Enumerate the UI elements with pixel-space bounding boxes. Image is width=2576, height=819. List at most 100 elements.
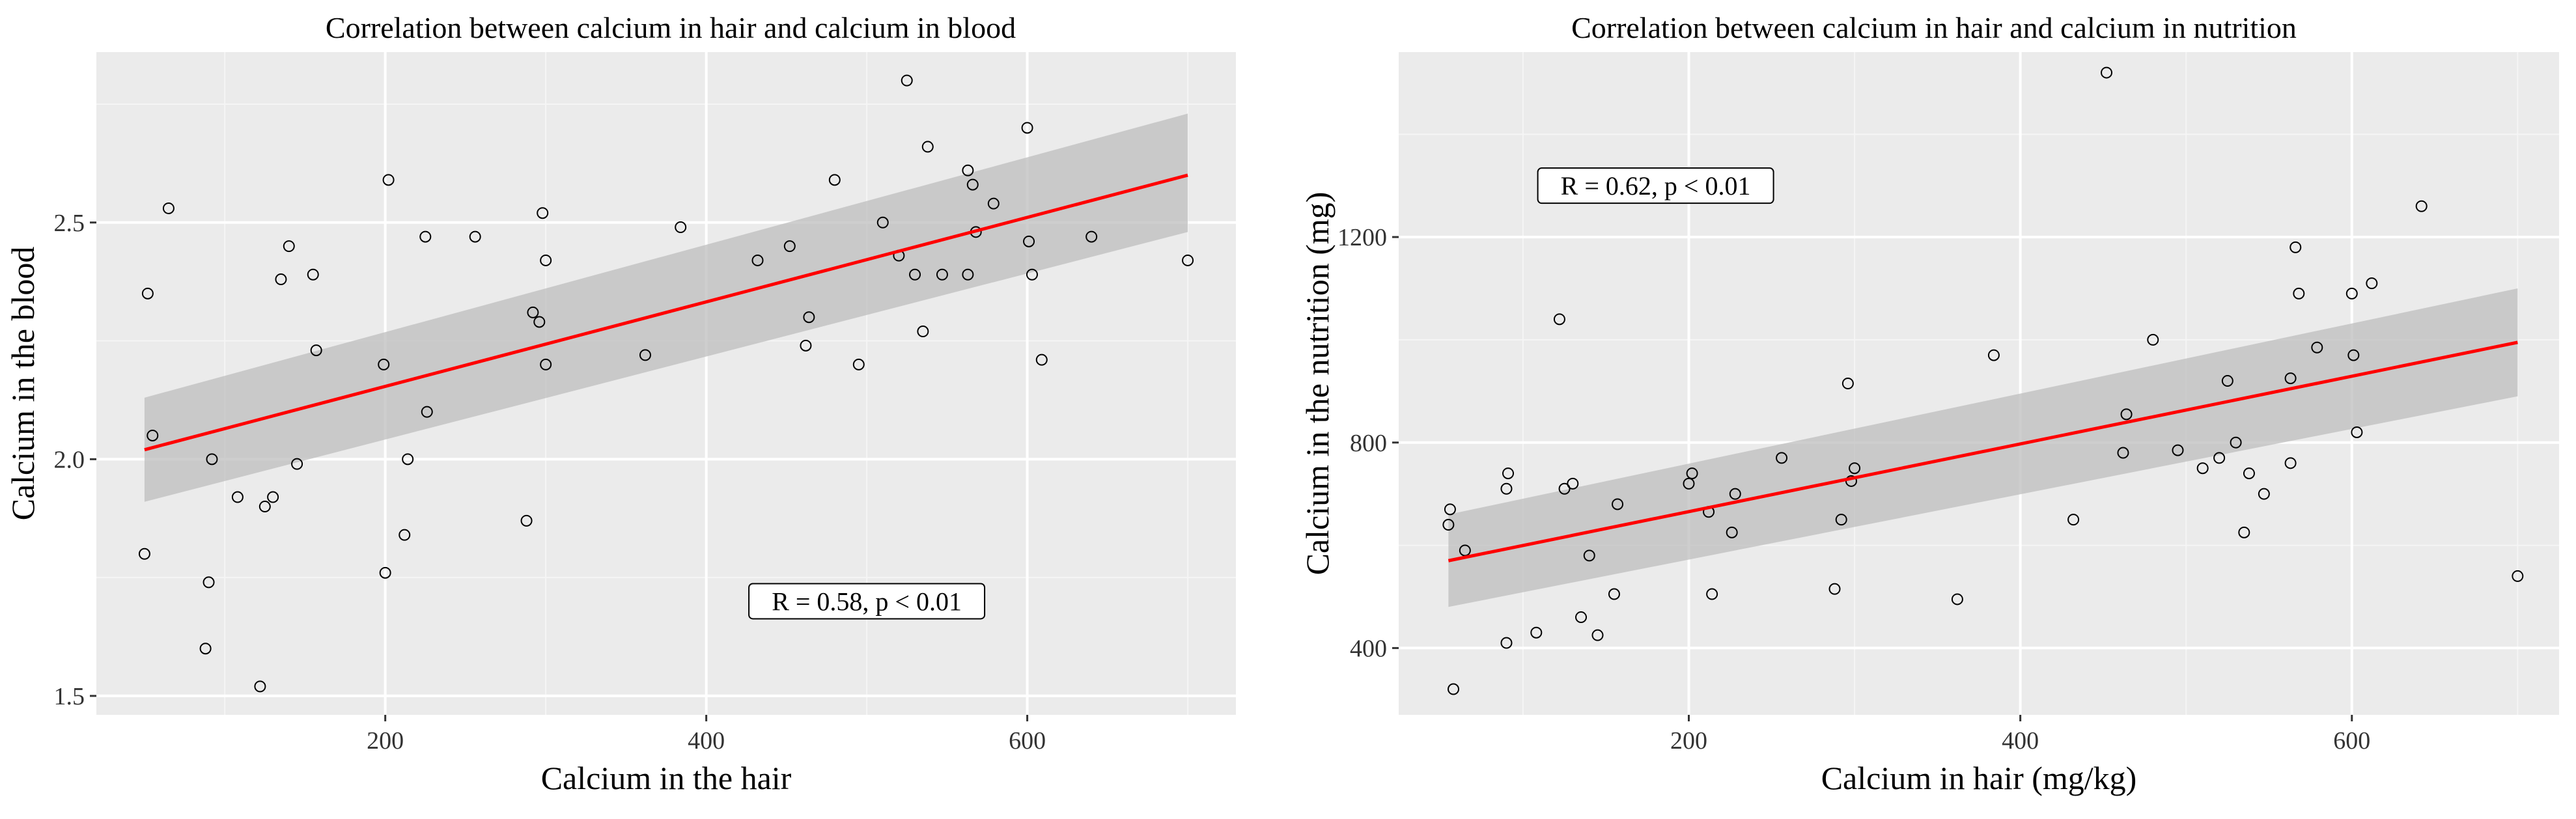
- data-point: [399, 529, 411, 541]
- chart-hair-vs-nutrition: 200 400 600 400 800 1200 Correlation between c…: [1299, 11, 2559, 796]
- data-point: [1729, 488, 1741, 500]
- data-point: [675, 221, 687, 234]
- data-point: [2147, 333, 2159, 346]
- data-point: [469, 230, 481, 243]
- annotation-text: R = 0.58, p < 0.01: [772, 587, 962, 616]
- data-point: [1706, 588, 1718, 600]
- data-point: [783, 240, 796, 253]
- data-point: [1951, 593, 1963, 605]
- data-point: [2347, 349, 2360, 361]
- data-point: [2101, 66, 2113, 79]
- data-point: [2512, 570, 2524, 582]
- data-point: [1444, 503, 1456, 516]
- y-tick-label: 2.5: [54, 210, 85, 237]
- data-point: [1502, 467, 1515, 480]
- data-point: [254, 680, 266, 693]
- data-point: [1591, 629, 1604, 641]
- data-point: [1500, 482, 1513, 495]
- data-point: [2366, 277, 2378, 290]
- data-point: [2213, 452, 2226, 464]
- data-point: [1567, 477, 1579, 490]
- data-point: [402, 453, 414, 465]
- x-axis-title: Calcium in hair (mg/kg): [1821, 760, 2137, 796]
- y-tick-label: 1.5: [54, 683, 85, 710]
- data-point: [1828, 583, 1841, 595]
- data-point: [803, 311, 815, 324]
- data-point: [138, 548, 150, 560]
- data-point: [1553, 313, 1565, 326]
- chart-hair-vs-blood: 200 400 600 1.5 2.0 2.5 Correlation between ca…: [5, 11, 1236, 796]
- data-point: [1035, 354, 1048, 366]
- data-point: [2289, 241, 2302, 253]
- data-point: [533, 316, 546, 328]
- data-point: [751, 254, 764, 266]
- x-axis-title: Calcium in the hair: [541, 760, 792, 796]
- data-point: [1530, 626, 1543, 639]
- data-point: [267, 491, 279, 503]
- data-point: [1841, 378, 1854, 389]
- data-point: [527, 306, 539, 318]
- data-point: [1442, 519, 1455, 531]
- data-point: [852, 358, 865, 370]
- confidence-band: [1448, 288, 2518, 607]
- data-point: [231, 491, 244, 503]
- data-point: [147, 429, 159, 441]
- data-point: [1500, 637, 1513, 649]
- data-point: [962, 268, 974, 281]
- regression-line: [144, 173, 1188, 452]
- data-point: [876, 216, 889, 229]
- data-point: [141, 287, 154, 299]
- data-point: [378, 358, 390, 370]
- data-point: [382, 174, 395, 186]
- data-point: [639, 349, 651, 361]
- data-point: [2284, 457, 2297, 469]
- data-point: [2120, 408, 2133, 421]
- data-point: [162, 202, 175, 214]
- confidence-band: [144, 113, 1188, 502]
- data-point: [310, 344, 322, 357]
- data-point: [275, 273, 287, 286]
- data-point: [1448, 683, 1460, 695]
- x-tick-label: 200: [1670, 727, 1707, 755]
- data-point: [2221, 375, 2233, 387]
- chart-title: Correlation between calcium in hair and …: [326, 11, 1016, 44]
- regression-line: [1448, 340, 2518, 562]
- data-point: [987, 197, 1000, 210]
- data-point: [1849, 462, 1861, 475]
- data-point: [419, 230, 432, 243]
- data-point: [1686, 467, 1698, 480]
- data-point: [1459, 544, 1471, 557]
- data-point: [901, 74, 913, 87]
- data-point: [2345, 287, 2358, 299]
- data-point: [2230, 436, 2242, 449]
- data-point: [828, 174, 841, 186]
- data-point: [1575, 611, 1588, 624]
- annotation-text: R = 0.62, p < 0.01: [1561, 171, 1751, 201]
- data-point: [540, 358, 552, 370]
- data-point: [540, 254, 552, 266]
- data-point: [379, 566, 391, 579]
- data-point: [2415, 200, 2428, 212]
- data-point: [2284, 372, 2297, 385]
- x-tick-label: 200: [367, 727, 404, 755]
- data-point: [917, 326, 929, 338]
- data-point: [283, 240, 295, 253]
- annotation-box: [1537, 167, 1774, 204]
- data-point: [1726, 526, 1738, 538]
- data-point: [936, 268, 948, 281]
- data-point: [2117, 447, 2129, 459]
- data-point: [1085, 230, 1098, 243]
- data-point: [291, 458, 303, 470]
- data-point: [962, 164, 974, 176]
- data-point: [1026, 268, 1038, 281]
- data-point: [199, 643, 212, 655]
- y-axis-title: Calcium in the blood: [5, 247, 41, 521]
- data-point: [1023, 235, 1035, 247]
- x-tick-label: 600: [2333, 727, 2370, 755]
- data-point: [1021, 122, 1033, 134]
- x-tick-label: 600: [1009, 727, 1046, 755]
- annotation-box: [748, 583, 986, 620]
- data-point: [203, 576, 215, 589]
- data-point: [2243, 467, 2255, 480]
